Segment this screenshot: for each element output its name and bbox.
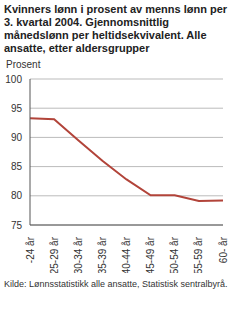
svg-text:40-44 år: 40-44 år <box>121 236 132 273</box>
svg-text:35-39 år: 35-39 år <box>97 236 108 273</box>
svg-text:60- år: 60- år <box>218 236 226 263</box>
svg-text:30-34 år: 30-34 år <box>73 236 84 273</box>
svg-text:75: 75 <box>11 220 23 231</box>
svg-text:-24 år: -24 år <box>25 236 36 263</box>
html-text:Kilde: Lønnsstatistikk alle an: Kilde: Lønnsstatistikk alle ansatte, Sta… <box>4 279 228 289</box>
svg-text:100: 100 <box>8 74 22 85</box>
svg-text:55-59 år: 55-59 år <box>193 236 204 273</box>
svg-text:25-29 år: 25-29 år <box>49 236 60 273</box>
svg-text:45-49 år: 45-49 år <box>145 236 156 273</box>
html-text:Kvinners lønn i prosent av men: Kvinners lønn i prosent av menns lønn pe… <box>4 3 228 54</box>
svg-text:90: 90 <box>11 132 23 143</box>
svg-text:50-54 år: 50-54 år <box>169 236 180 273</box>
html-text:Prosent: Prosent <box>6 59 41 70</box>
svg-text:80: 80 <box>11 190 23 201</box>
svg-text:85: 85 <box>11 161 23 172</box>
svg-text:95: 95 <box>11 103 23 114</box>
